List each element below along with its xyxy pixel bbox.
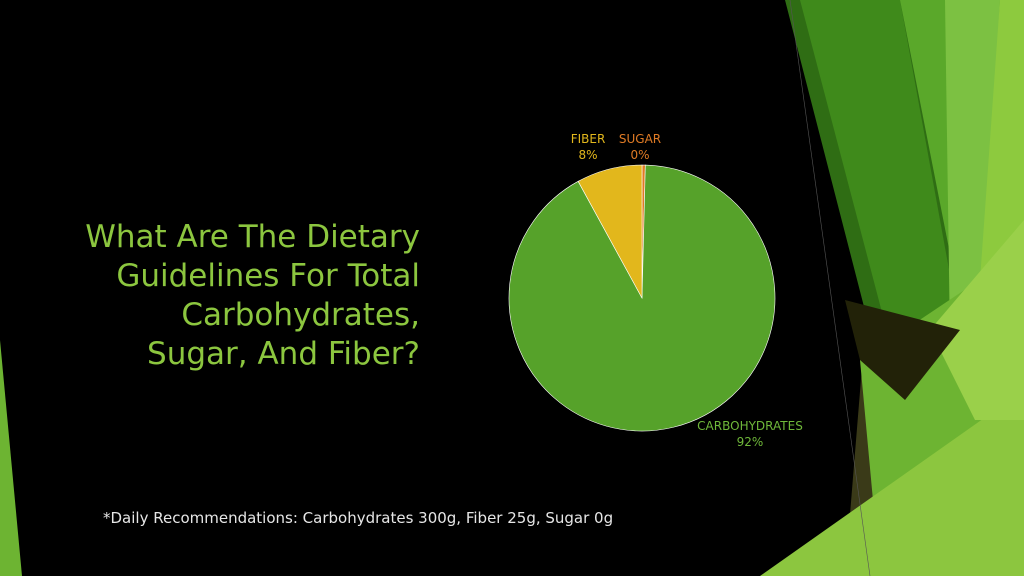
footnote: *Daily Recommendations: Carbohydrates 30… [103,509,614,527]
title-line-4: Sugar, And Fiber? [147,336,420,372]
slice-percent-label-carbohydrates: 92% [737,435,764,449]
slice-name-label-carbohydrates: CARBOHYDRATES [697,419,803,433]
title-line-1: What Are The Dietary [85,219,420,255]
slice-percent-label-fiber: 8% [578,148,597,162]
slice-name-label-fiber: FIBER [571,132,606,146]
pie-slice-fiber [577,164,643,299]
slide-title: What Are The Dietary Guidelines For Tota… [40,218,420,374]
slice-percent-label-sugar: 0% [630,148,649,162]
title-line-2: Guidelines For Total [116,258,420,294]
title-line-3: Carbohydrates, [181,297,420,333]
slice-name-label-sugar: SUGAR [619,132,661,146]
